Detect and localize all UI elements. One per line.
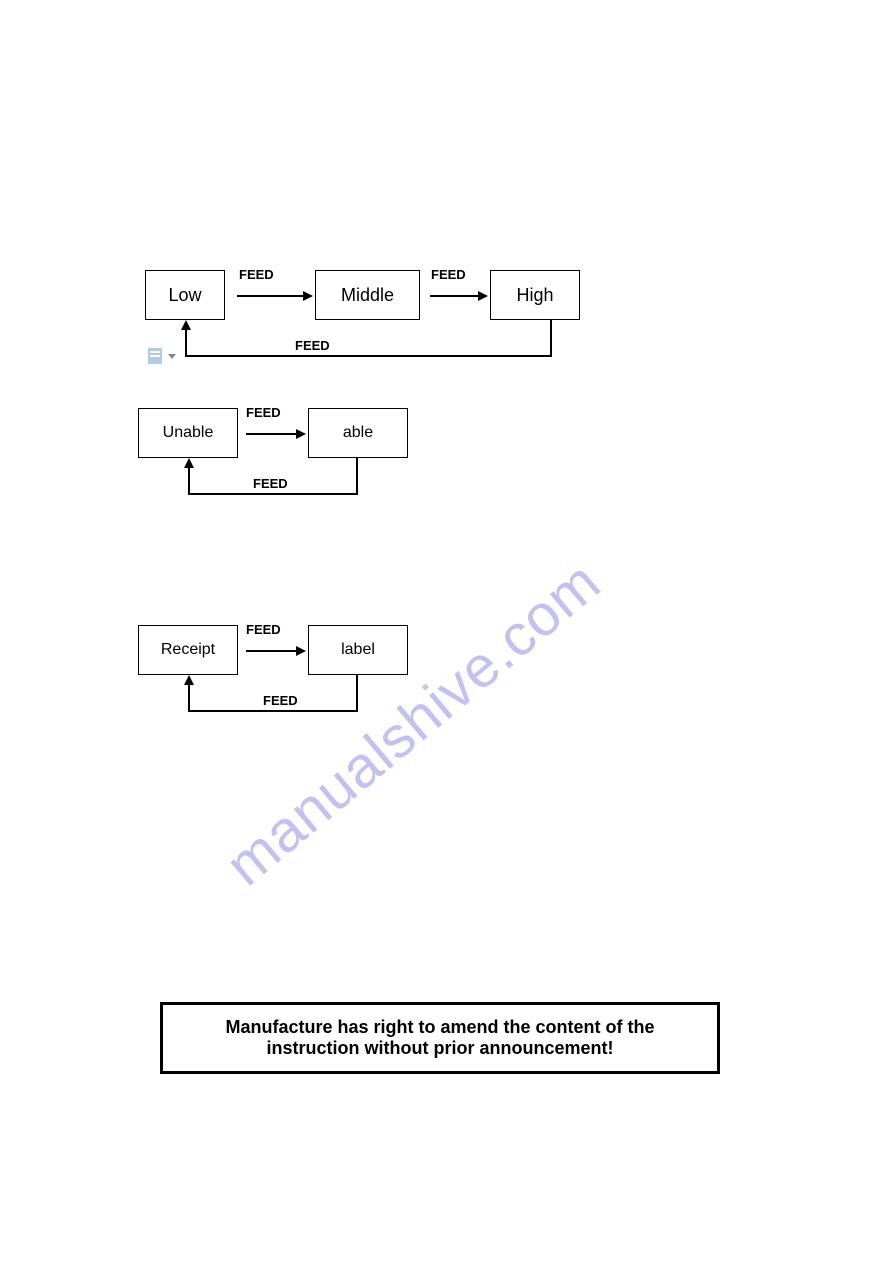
arrow-head-icon — [296, 646, 306, 656]
node-label: Low — [168, 285, 201, 306]
return-line-v2 — [188, 466, 190, 495]
arrow-line — [246, 650, 298, 652]
arrow-head-icon — [184, 458, 194, 468]
return-line-h — [188, 493, 358, 495]
node-label-box: label — [308, 625, 408, 675]
edge-label: FEED — [246, 405, 281, 420]
diagram-unable-able: Unable able FEED FEED — [138, 408, 418, 518]
arrow-head-icon — [181, 320, 191, 330]
node-label: label — [341, 641, 375, 659]
node-unable: Unable — [138, 408, 238, 458]
return-line-v1 — [356, 675, 358, 710]
edge-label: FEED — [253, 476, 288, 491]
arrow-line — [237, 295, 305, 297]
notice-box: Manufacture has right to amend the conte… — [160, 1002, 720, 1074]
diagram-receipt-label: Receipt label FEED FEED — [138, 625, 418, 735]
paste-options-icon — [148, 348, 162, 364]
node-label: Middle — [341, 285, 394, 306]
arrow-line — [246, 433, 298, 435]
edge-label: FEED — [239, 267, 274, 282]
return-line-h — [185, 355, 552, 357]
edge-label: FEED — [263, 693, 298, 708]
arrow-head-icon — [296, 429, 306, 439]
return-line-v1 — [550, 320, 552, 355]
arrow-head-icon — [478, 291, 488, 301]
edge-label: FEED — [295, 338, 330, 353]
node-receipt: Receipt — [138, 625, 238, 675]
edge-label: FEED — [246, 622, 281, 637]
edge-label: FEED — [431, 267, 466, 282]
return-line-h — [188, 710, 358, 712]
return-line-v2 — [185, 328, 187, 357]
dropdown-caret-icon — [168, 354, 176, 359]
node-label: Unable — [163, 424, 214, 442]
arrow-head-icon — [303, 291, 313, 301]
node-middle: Middle — [315, 270, 420, 320]
node-high: High — [490, 270, 580, 320]
return-line-v2 — [188, 683, 190, 712]
arrow-line — [430, 295, 480, 297]
notice-text: Manufacture has right to amend the conte… — [225, 1017, 654, 1059]
node-label: able — [343, 424, 373, 442]
node-label: Receipt — [161, 641, 215, 659]
return-line-v1 — [356, 458, 358, 493]
node-label: High — [516, 285, 553, 306]
diagram-feed-levels: Low Middle High FEED FEED FEED — [145, 270, 585, 380]
node-low: Low — [145, 270, 225, 320]
arrow-head-icon — [184, 675, 194, 685]
node-able: able — [308, 408, 408, 458]
